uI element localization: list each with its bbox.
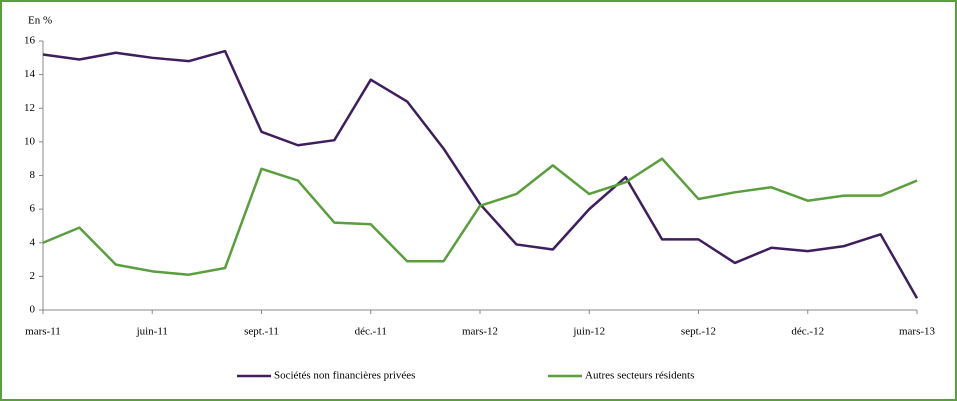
y-tick-label: 4	[30, 236, 36, 248]
y-tick-label: 0	[30, 304, 36, 316]
y-tick-label: 14	[24, 68, 36, 80]
x-tick-label: mars-11	[25, 326, 61, 338]
y-axis-label: En %	[28, 15, 52, 27]
x-tick-label: juin-12	[572, 326, 605, 338]
x-tick-label: déc.-11	[355, 326, 387, 338]
y-tick-label: 2	[30, 270, 36, 282]
y-tick-label: 8	[30, 169, 36, 181]
x-tick-label: sept.-11	[244, 326, 279, 338]
y-tick-label: 10	[24, 135, 36, 147]
x-tick-label: mars-12	[462, 326, 498, 338]
x-tick-label: mars-13	[899, 326, 936, 338]
y-tick-label: 16	[24, 35, 36, 47]
y-tick-label: 12	[24, 102, 35, 114]
x-tick-label: déc.-12	[791, 326, 824, 338]
legend-label: Autres secteurs résidents	[585, 370, 694, 382]
x-tick-label: juin-11	[136, 326, 168, 338]
x-tick-label: sept.-12	[681, 326, 716, 338]
line	[42, 49, 919, 299]
line	[42, 157, 918, 276]
y-tick-label: 6	[30, 203, 36, 215]
legend-label: Sociétés non financières privées	[274, 370, 415, 382]
